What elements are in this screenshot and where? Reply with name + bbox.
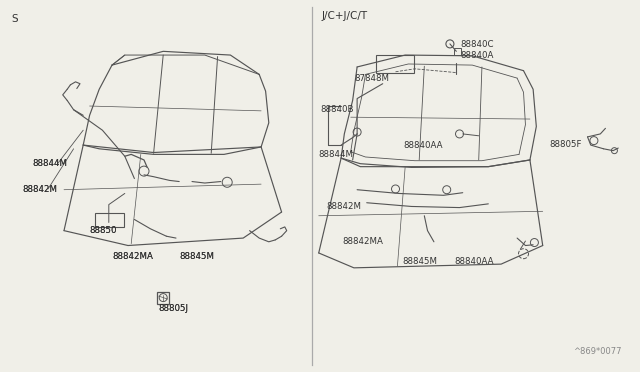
- Text: 88845M: 88845M: [402, 257, 437, 266]
- Text: 88842M: 88842M: [22, 185, 58, 194]
- Bar: [157, 292, 169, 304]
- Bar: [95, 213, 124, 227]
- Bar: [376, 55, 414, 73]
- Text: 88805J: 88805J: [159, 304, 189, 313]
- Text: J/C+J/C/T: J/C+J/C/T: [322, 11, 368, 21]
- Text: 88844M: 88844M: [32, 159, 67, 168]
- Text: 88845M: 88845M: [179, 252, 214, 261]
- Bar: [454, 48, 461, 55]
- Text: 88840AA: 88840AA: [454, 257, 494, 266]
- Text: 88805J: 88805J: [159, 304, 189, 313]
- Text: 88840A: 88840A: [461, 51, 494, 60]
- Text: 88842M: 88842M: [22, 185, 58, 194]
- Text: 88844M: 88844M: [319, 150, 354, 159]
- Text: 88844M: 88844M: [32, 159, 67, 168]
- Text: 88845M: 88845M: [179, 252, 214, 261]
- Text: 88842M: 88842M: [326, 202, 362, 211]
- Text: S: S: [12, 13, 18, 23]
- Text: 88850: 88850: [90, 226, 117, 235]
- Text: 88840C: 88840C: [461, 40, 494, 49]
- Text: 88842MA: 88842MA: [112, 252, 153, 261]
- Text: ^869*0077: ^869*0077: [573, 347, 622, 356]
- Text: 88842MA: 88842MA: [342, 237, 383, 246]
- Text: 88850: 88850: [90, 226, 117, 235]
- Text: 88840B: 88840B: [320, 105, 353, 114]
- Text: 88805F: 88805F: [549, 140, 582, 149]
- Text: 88842MA: 88842MA: [112, 252, 153, 261]
- Text: 88840AA: 88840AA: [403, 141, 443, 150]
- Text: 87848M: 87848M: [354, 74, 389, 83]
